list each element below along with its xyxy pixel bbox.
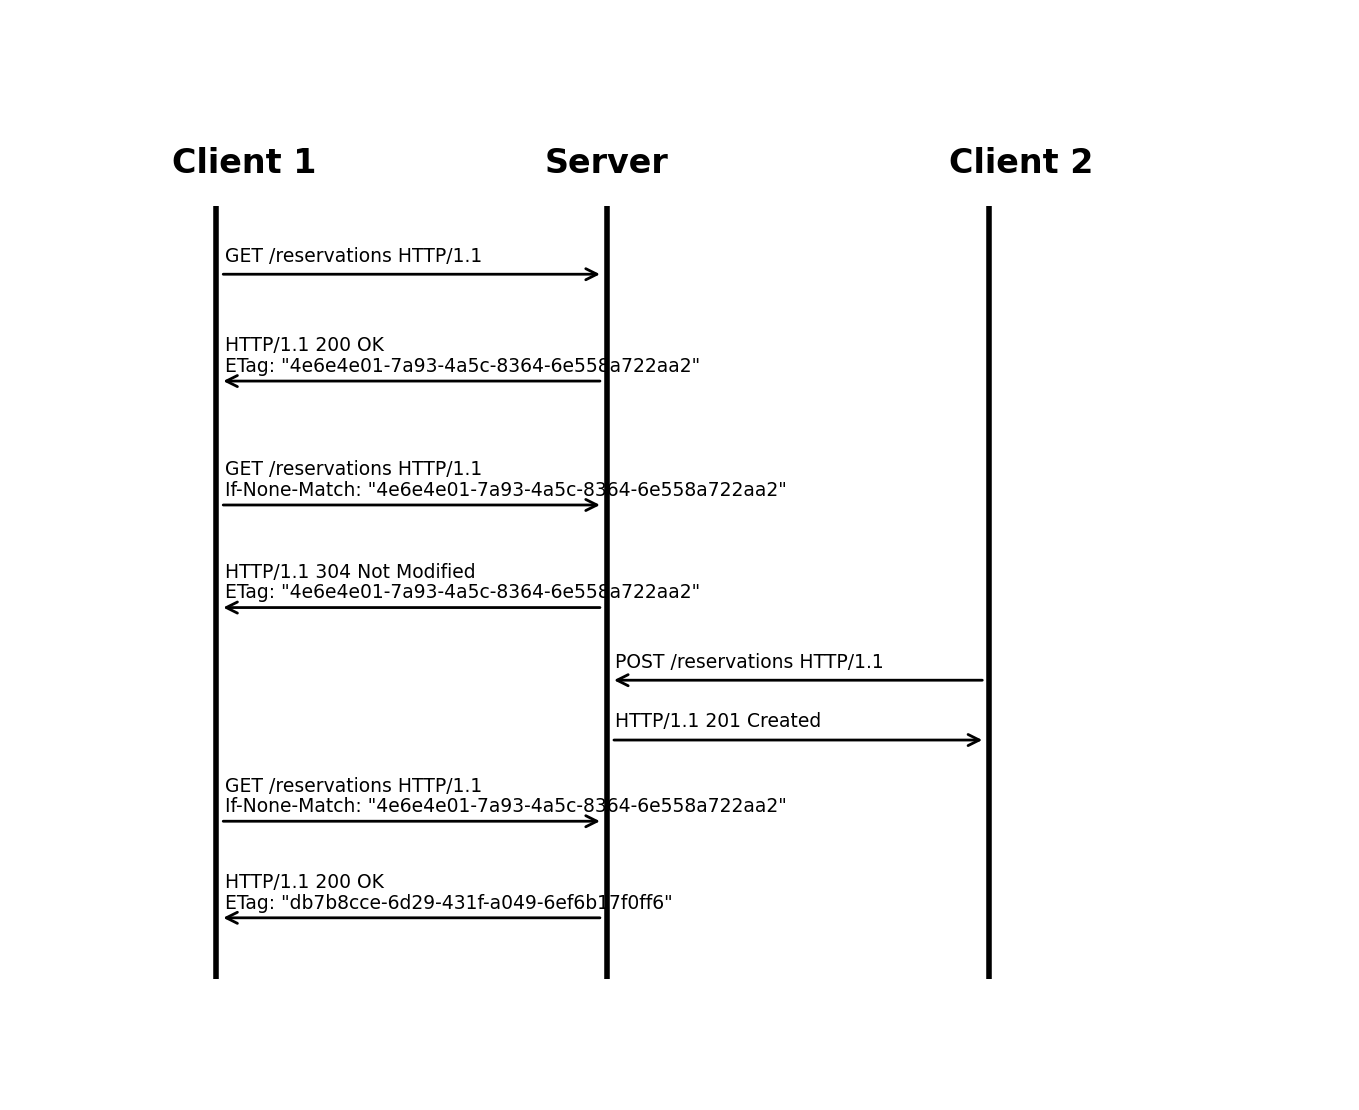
Text: Client 1: Client 1 (173, 147, 317, 180)
Text: HTTP/1.1 200 OK: HTTP/1.1 200 OK (224, 874, 383, 892)
Text: Client 2: Client 2 (949, 147, 1094, 180)
Text: POST /reservations HTTP/1.1: POST /reservations HTTP/1.1 (616, 653, 885, 672)
Text: GET /reservations HTTP/1.1: GET /reservations HTTP/1.1 (224, 461, 482, 480)
Text: ETag: "4e6e4e01-7a93-4a5c-8364-6e558a722aa2": ETag: "4e6e4e01-7a93-4a5c-8364-6e558a722… (224, 357, 700, 376)
Text: If-None-Match: "4e6e4e01-7a93-4a5c-8364-6e558a722aa2": If-None-Match: "4e6e4e01-7a93-4a5c-8364-… (224, 481, 787, 500)
Text: Server: Server (545, 147, 669, 180)
Text: GET /reservations HTTP/1.1: GET /reservations HTTP/1.1 (224, 777, 482, 796)
Text: HTTP/1.1 200 OK: HTTP/1.1 200 OK (224, 336, 383, 355)
Text: ETag: "4e6e4e01-7a93-4a5c-8364-6e558a722aa2": ETag: "4e6e4e01-7a93-4a5c-8364-6e558a722… (224, 584, 700, 603)
Text: If-None-Match: "4e6e4e01-7a93-4a5c-8364-6e558a722aa2": If-None-Match: "4e6e4e01-7a93-4a5c-8364-… (224, 797, 787, 816)
Text: GET /reservations HTTP/1.1: GET /reservations HTTP/1.1 (224, 246, 482, 265)
Text: HTTP/1.1 201 Created: HTTP/1.1 201 Created (616, 713, 822, 731)
Text: ETag: "db7b8cce-6d29-431f-a049-6ef6b17f0ff6": ETag: "db7b8cce-6d29-431f-a049-6ef6b17f0… (224, 894, 673, 912)
Text: HTTP/1.1 304 Not Modified: HTTP/1.1 304 Not Modified (224, 563, 476, 582)
